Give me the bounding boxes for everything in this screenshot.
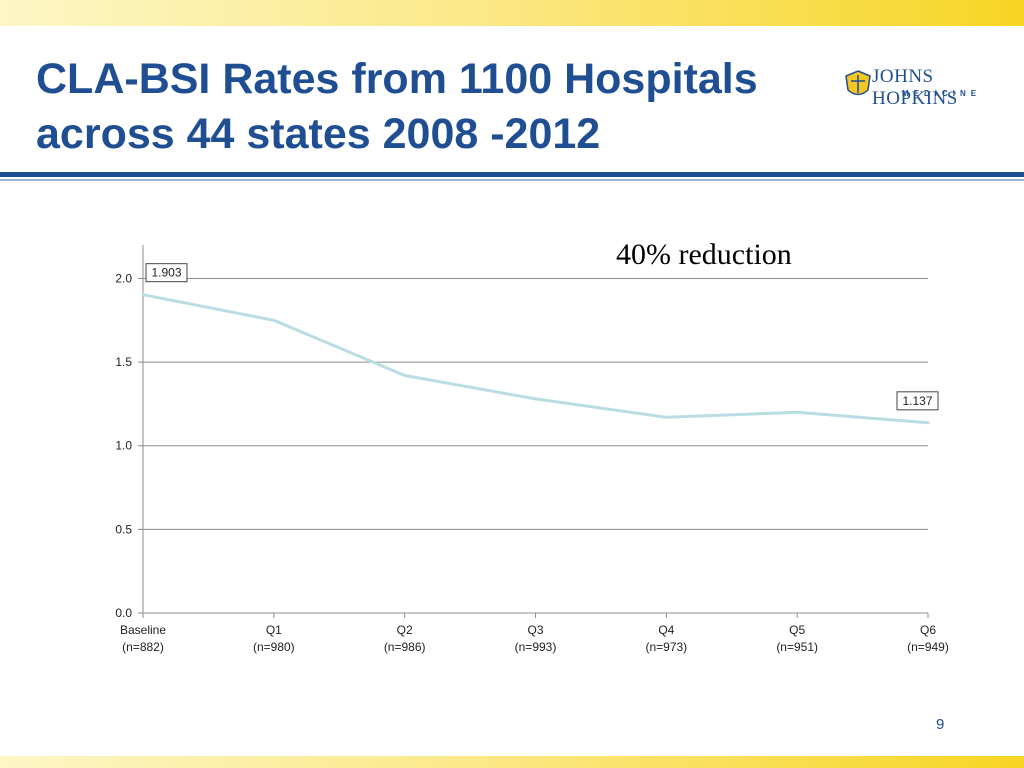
x-tick-label: Q2 xyxy=(397,623,413,637)
x-tick-sublabel: (n=986) xyxy=(384,640,426,654)
title-divider xyxy=(0,172,1024,177)
title-line-2: across 44 states 2008 -2012 xyxy=(36,110,601,158)
y-tick-label: 0.0 xyxy=(115,606,132,620)
top-decorative-band xyxy=(0,0,1024,26)
x-tick-label: Q3 xyxy=(527,623,543,637)
y-tick-label: 1.5 xyxy=(115,355,132,369)
x-tick-label: Q1 xyxy=(266,623,282,637)
logo-subtitle: MEDICINE xyxy=(902,89,982,98)
data-label-text: 1.137 xyxy=(902,394,932,408)
data-point xyxy=(926,421,930,425)
title-line-1: CLA-BSI Rates from 1100 Hospitals xyxy=(36,55,758,103)
page-number: 9 xyxy=(936,716,945,733)
axes xyxy=(138,245,929,618)
y-tick-label: 0.5 xyxy=(115,522,132,536)
data-point xyxy=(795,410,799,414)
x-tick-sublabel: (n=973) xyxy=(645,640,687,654)
data-label-box xyxy=(896,391,939,411)
slide-title: CLA-BSI Rates from 1100 Hospitals across… xyxy=(36,52,916,162)
x-tick-label: Baseline xyxy=(120,623,166,637)
data-label-text: 1.903 xyxy=(151,266,181,280)
data-labels: 1.903 1.137 xyxy=(145,263,939,411)
data-point xyxy=(534,397,537,401)
x-tick-sublabel: (n=949) xyxy=(907,640,949,654)
gridlines xyxy=(143,277,928,530)
data-point xyxy=(141,293,145,297)
data-point xyxy=(403,373,407,377)
logo-name: JOHNS HOPKINS xyxy=(872,66,958,109)
data-label: 1.903 xyxy=(145,263,188,283)
bottom-decorative-band xyxy=(0,756,1024,768)
y-tick-labels: 0.0 0.5 1.0 1.5 2.0 xyxy=(115,271,132,620)
data-label-box xyxy=(145,263,188,283)
y-tick-label: 1.0 xyxy=(115,439,132,453)
johns-hopkins-logo: JOHNS HOPKINS MEDICINE xyxy=(842,62,1002,109)
y-tick-label: 2.0 xyxy=(115,271,132,285)
data-label: 1.137 xyxy=(896,391,939,411)
data-point xyxy=(272,318,276,322)
x-tick-sublabel: (n=980) xyxy=(253,640,295,654)
x-tick-sublabel: (n=993) xyxy=(515,640,557,654)
data-point xyxy=(664,415,668,419)
title-divider-thin xyxy=(0,179,1024,181)
crest-icon xyxy=(845,70,871,96)
x-tick-label: Q6 xyxy=(920,623,936,637)
x-tick-labels: Baseline (n=882) Q1 (n=980) Q2 (n=986) Q3 (n=99… xyxy=(120,623,949,654)
x-tick-sublabel: (n=951) xyxy=(776,640,818,654)
series-layer xyxy=(141,293,930,425)
x-tick-label: Q4 xyxy=(658,623,674,637)
series-line xyxy=(142,293,929,425)
reduction-annotation: 40% reduction xyxy=(616,238,792,271)
x-tick-sublabel: (n=882) xyxy=(122,640,164,654)
x-tick-label: Q5 xyxy=(789,623,805,637)
